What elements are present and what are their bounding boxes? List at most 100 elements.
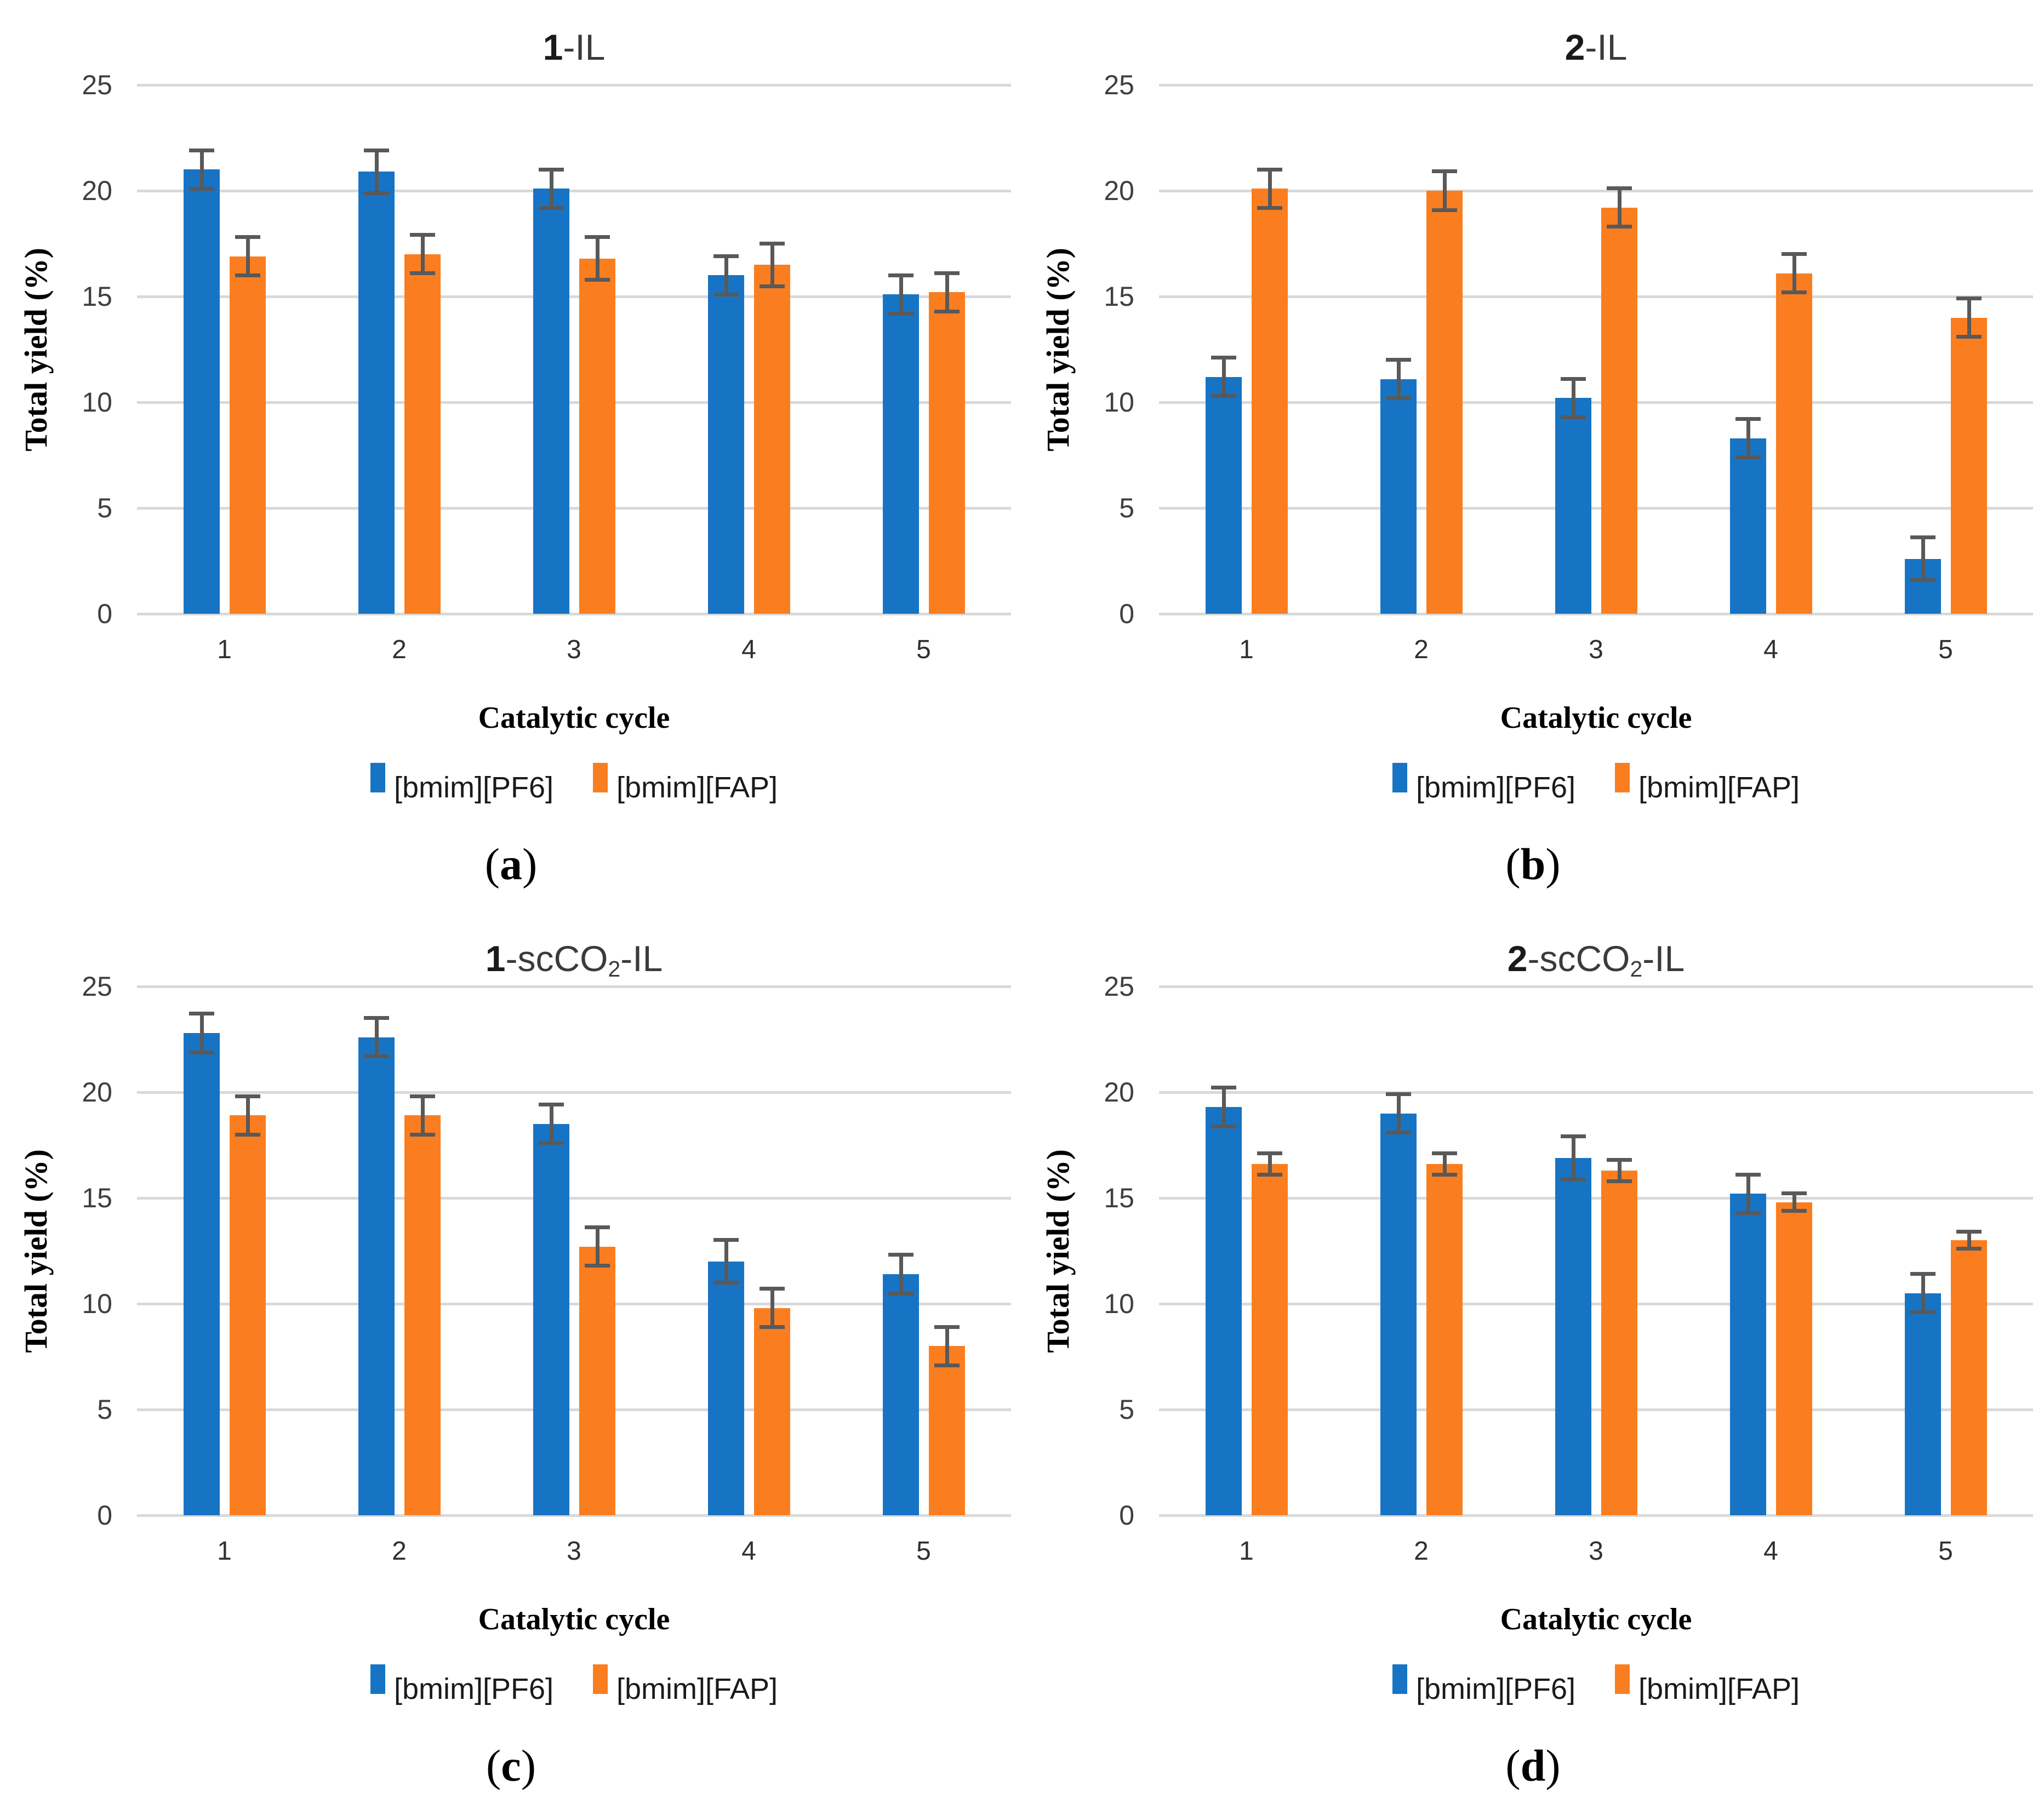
error-bar-cap-bot <box>1257 1173 1282 1177</box>
error-bar-cap-bot <box>888 311 913 316</box>
x-tick-label-4: 4 <box>1763 635 1778 664</box>
y-tick-label-25: 25 <box>1104 971 1134 1002</box>
chart-title-number: 2 <box>1565 27 1585 67</box>
error-bar-pf6-cycle-2 <box>363 148 389 195</box>
x-tick-label-2: 2 <box>392 635 407 664</box>
chart-panel-b: 2-IL Total yield (%) 0 5 10 15 20 25 1 2 3 4 5 Cat… <box>1022 0 2044 902</box>
error-bar-stem <box>1396 1092 1401 1135</box>
y-tick-label-15: 15 <box>82 281 112 312</box>
error-bar-stem <box>1792 1191 1796 1213</box>
error-bar-pf6-cycle-1 <box>189 148 214 191</box>
error-bar-pf6-cycle-5 <box>888 1253 913 1296</box>
x-tick-label-4: 4 <box>741 1537 756 1566</box>
fap-swatch-icon <box>593 763 608 792</box>
error-bar-cap-bot <box>1385 396 1411 401</box>
error-bar-pf6-cycle-4 <box>713 1238 739 1285</box>
legend-label-fap: [bmim][FAP] <box>1638 1673 1800 1705</box>
x-tick-label-1: 1 <box>217 635 232 664</box>
chart-title-number: 1 <box>485 938 506 979</box>
panel-caption: (c) <box>486 1741 536 1790</box>
error-bar-stem <box>420 233 425 276</box>
bar-fap-cycle-3 <box>1601 1170 1637 1515</box>
gridline-y-5 <box>137 507 1011 510</box>
panel-caption: (a) <box>484 839 538 889</box>
legend-label-fap: [bmim][FAP] <box>616 771 778 804</box>
gridline-y-25 <box>1159 84 2033 87</box>
x-tick-label-3: 3 <box>567 635 581 664</box>
gridline-y-15 <box>1159 295 2033 298</box>
x-tick-label-2: 2 <box>392 1537 407 1566</box>
error-bar-fap-cycle-4 <box>1781 1191 1807 1213</box>
bar-pf6-cycle-4 <box>707 275 744 614</box>
error-bar-fap-cycle-2 <box>1431 169 1457 212</box>
x-tick-label-5: 5 <box>1938 635 1953 664</box>
chart-title: 2-scCO2-IL <box>1159 938 2033 982</box>
pf6-swatch-icon <box>370 763 385 792</box>
chart-title-number: 1 <box>543 27 563 67</box>
error-bar-fap-cycle-2 <box>409 1094 435 1137</box>
bar-fap-cycle-3 <box>579 1246 615 1515</box>
bar-pf6-cycle-3 <box>1555 1157 1591 1515</box>
y-tick-label-20: 20 <box>82 1077 112 1108</box>
bar-fap-cycle-2 <box>1426 191 1463 614</box>
error-bar-cap-bot <box>1606 225 1632 229</box>
error-bar-stem <box>1267 1151 1272 1177</box>
gridline-y-20 <box>1159 190 2033 192</box>
bar-pf6-cycle-5 <box>882 294 919 614</box>
error-bar-cap-bot <box>934 1363 960 1367</box>
error-bar-cap-bot <box>409 271 435 276</box>
bar-pf6-cycle-3 <box>1555 398 1591 614</box>
error-bar-cap-bot <box>934 309 960 313</box>
y-tick-label-0: 0 <box>97 598 112 629</box>
error-bar-stem <box>1617 186 1622 229</box>
chart-title-text: -IL <box>1585 27 1628 67</box>
legend-label-fap: [bmim][FAP] <box>1638 771 1800 804</box>
caption-letter: a <box>500 839 522 889</box>
error-bar-cap-bot <box>1211 394 1236 398</box>
bar-fap-cycle-4 <box>753 1308 790 1515</box>
bar-fap-cycle-4 <box>1775 273 1812 614</box>
legend-label-pf6: [bmim][PF6] <box>1415 1673 1575 1705</box>
error-bar-cap-bot <box>759 1325 785 1330</box>
error-bar-fap-cycle-3 <box>584 235 610 282</box>
gridline-y-15 <box>137 1197 1011 1200</box>
error-bar-stem <box>1792 252 1796 295</box>
error-bar-pf6-cycle-4 <box>713 254 739 296</box>
x-axis-title: Catalytic cycle <box>478 1602 670 1636</box>
error-bar-cap-bot <box>1735 1211 1761 1215</box>
x-tick-label-3: 3 <box>1589 635 1603 664</box>
y-tick-label-10: 10 <box>82 387 112 418</box>
error-bar-fap-cycle-2 <box>1431 1151 1457 1177</box>
x-tick-label-4: 4 <box>741 635 756 664</box>
error-bar-pf6-cycle-5 <box>1910 535 1935 583</box>
error-bar-pf6-cycle-4 <box>1735 417 1761 460</box>
error-bar-stem <box>549 167 553 210</box>
error-bar-cap-bot <box>1385 1131 1411 1135</box>
bar-fap-cycle-1 <box>229 1115 266 1515</box>
plot-area: 0 5 10 15 20 25 1 2 3 4 5 <box>82 971 1011 1566</box>
error-bar-cap-bot <box>584 277 610 282</box>
y-tick-label-20: 20 <box>82 175 112 206</box>
error-bar-stem <box>1442 1151 1447 1177</box>
error-bar-stem <box>549 1103 553 1145</box>
legend-label-pf6: [bmim][PF6] <box>1415 771 1575 804</box>
chart-title-text: -scCO <box>1527 938 1630 979</box>
y-axis-title: Total yield (%) <box>18 1149 54 1353</box>
error-bar-cap-bot <box>713 292 739 296</box>
error-bar-cap-bot <box>1956 1247 1982 1251</box>
error-bar-cap-bot <box>1257 206 1282 210</box>
error-bar-cap-bot <box>1910 1310 1935 1315</box>
gridline-y-5 <box>1159 1408 2033 1411</box>
x-tick-label-4: 4 <box>1763 1537 1778 1566</box>
chart-title-text: -scCO <box>505 938 608 979</box>
bar-pf6-cycle-4 <box>1729 438 1766 614</box>
pf6-swatch-icon <box>370 1664 385 1694</box>
error-bar-cap-bot <box>1431 208 1457 212</box>
chart-panel-d: 2-scCO2-IL Total yield (%) 0 5 10 15 20 25 1 2 3… <box>1022 902 2044 1803</box>
error-bar-fap-cycle-1 <box>235 1094 260 1137</box>
x-axis-title: Catalytic cycle <box>1500 701 1692 735</box>
gridline-y-0 <box>1159 613 2033 615</box>
bar-pf6-cycle-3 <box>533 1123 569 1515</box>
y-tick-label-10: 10 <box>82 1288 112 1319</box>
bar-pf6-cycle-1 <box>1205 1107 1242 1515</box>
